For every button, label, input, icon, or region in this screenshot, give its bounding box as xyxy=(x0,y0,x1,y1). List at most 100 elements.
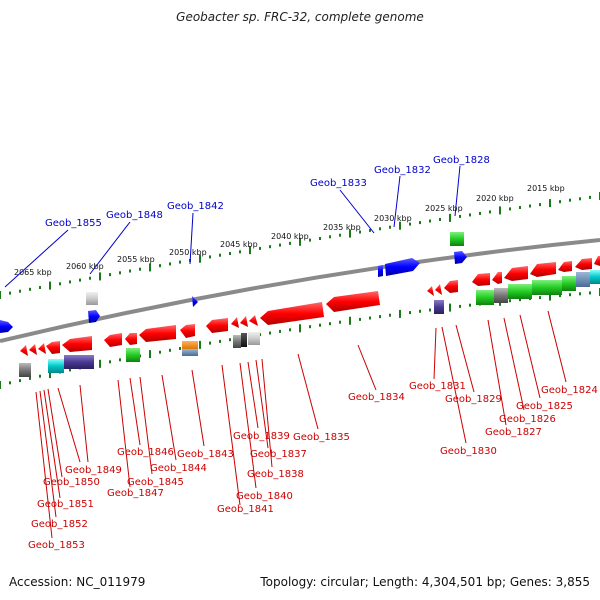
gene-label[interactable]: Geob_1831 xyxy=(409,381,466,392)
minor-tick xyxy=(279,243,281,247)
minor-tick xyxy=(529,204,531,208)
minor-tick xyxy=(519,206,521,209)
gene-arrow[interactable] xyxy=(125,333,137,345)
minor-tick xyxy=(229,338,231,342)
gene-label[interactable]: Geob_1852 xyxy=(31,519,88,530)
minor-tick xyxy=(479,211,481,215)
reverse-gene-labels: Geob_1853 Geob_1852 Geob_1851 Geob_1850 … xyxy=(28,381,598,551)
gene-arrow[interactable] xyxy=(260,302,324,325)
gene-arrow[interactable] xyxy=(62,336,92,352)
major-tick xyxy=(199,340,201,349)
minor-tick xyxy=(339,320,341,324)
gene-arrow[interactable] xyxy=(231,317,239,328)
gene-label[interactable]: Geob_1839 xyxy=(233,431,290,442)
gene-label[interactable]: Geob_1850 xyxy=(43,477,100,488)
gene-arrow[interactable] xyxy=(575,258,592,270)
gene-label[interactable]: Geob_1847 xyxy=(107,488,164,499)
gene-arrow[interactable] xyxy=(435,284,442,295)
gene-label[interactable]: Geob_1848 xyxy=(106,210,163,221)
gene-arrow[interactable] xyxy=(29,344,37,355)
scale-label: 2035 kbp xyxy=(323,223,361,232)
gene-label[interactable]: Geob_1828 xyxy=(433,155,490,166)
gene-arrow[interactable] xyxy=(0,320,13,333)
gene-arrow[interactable] xyxy=(378,265,383,277)
gene-arrow[interactable] xyxy=(326,291,380,312)
gene-label[interactable]: Geob_1846 xyxy=(117,447,174,458)
gene-arrow[interactable] xyxy=(20,345,28,356)
minor-tick xyxy=(579,292,581,296)
gene-label[interactable]: Geob_1844 xyxy=(150,463,207,474)
major-tick xyxy=(499,206,501,215)
gene-arrow[interactable] xyxy=(46,341,60,354)
gene-arrow[interactable] xyxy=(454,251,467,264)
gene-label[interactable]: Geob_1829 xyxy=(445,394,502,405)
gene-label[interactable]: Geob_1837 xyxy=(250,449,307,460)
minor-tick xyxy=(429,219,431,223)
major-tick xyxy=(299,324,301,333)
gene-arrow[interactable] xyxy=(594,256,600,266)
forward-leader-lines xyxy=(4,165,461,288)
gene-label[interactable]: Geob_1827 xyxy=(485,427,542,438)
gene-label[interactable]: Geob_1855 xyxy=(45,218,102,229)
gene-arrow[interactable] xyxy=(504,266,528,281)
minor-tick xyxy=(109,273,111,277)
gene-arrow[interactable] xyxy=(38,343,46,354)
gene-label[interactable]: Geob_1853 xyxy=(28,540,85,551)
gene-label[interactable]: Geob_1841 xyxy=(217,504,274,515)
gene-arrow[interactable] xyxy=(530,262,556,277)
gene-label[interactable]: Geob_1833 xyxy=(310,178,367,189)
gene-label[interactable]: Geob_1843 xyxy=(177,449,234,460)
gene-arrow[interactable] xyxy=(88,310,100,323)
gene-label[interactable]: Geob_1845 xyxy=(127,477,184,488)
gene-label[interactable]: Geob_1825 xyxy=(516,401,573,412)
gene-arrow[interactable] xyxy=(104,333,122,347)
forward-gene-labels: Geob_1855 Geob_1848 Geob_1842 Geob_1833 … xyxy=(45,155,490,229)
minor-tick xyxy=(469,213,471,217)
gene-label[interactable]: Geob_1830 xyxy=(440,446,497,457)
minor-tick xyxy=(379,315,381,319)
gene-label[interactable]: Geob_1851 xyxy=(37,499,94,510)
gene-label[interactable]: Geob_1824 xyxy=(541,385,598,396)
major-tick xyxy=(399,221,401,230)
gene-label[interactable]: Geob_1832 xyxy=(374,165,431,176)
minor-tick xyxy=(219,339,221,343)
gene-label[interactable]: Geob_1826 xyxy=(499,414,556,425)
minor-tick xyxy=(359,230,361,234)
feature-box xyxy=(508,284,532,299)
gene-label[interactable]: Geob_1842 xyxy=(167,201,224,212)
minor-tick xyxy=(569,198,571,202)
gene-arrow[interactable] xyxy=(427,286,434,296)
gene-label[interactable]: Geob_1838 xyxy=(247,469,304,480)
gene-arrow[interactable] xyxy=(249,315,258,326)
gene-label[interactable]: Geob_1834 xyxy=(348,392,405,403)
gene-arrow[interactable] xyxy=(240,316,248,327)
gene-arrow[interactable] xyxy=(492,272,502,284)
gene-label[interactable]: Geob_1835 xyxy=(293,432,350,443)
gene-arrow[interactable] xyxy=(444,280,458,293)
minor-tick xyxy=(159,264,161,268)
minor-tick xyxy=(369,228,371,232)
minor-tick xyxy=(219,253,221,257)
minor-tick xyxy=(89,276,91,280)
gene-arrow[interactable] xyxy=(385,258,420,276)
gene-label[interactable]: Geob_1849 xyxy=(65,465,122,476)
major-tick xyxy=(199,254,201,263)
minor-tick xyxy=(169,348,171,352)
gene-arrow[interactable] xyxy=(558,261,572,272)
minor-tick xyxy=(329,235,331,239)
gene-arrow[interactable] xyxy=(472,273,490,286)
major-tick xyxy=(549,292,551,301)
gene-arrow[interactable] xyxy=(192,296,198,307)
minor-tick xyxy=(229,252,231,255)
gene-arrow[interactable] xyxy=(139,325,176,342)
minor-tick xyxy=(259,246,261,250)
gene-arrow[interactable] xyxy=(206,318,228,333)
major-tick xyxy=(449,303,451,312)
gene-label[interactable]: Geob_1840 xyxy=(236,491,293,502)
reverse-leader-lines xyxy=(35,310,567,539)
forward-strand-genes xyxy=(0,251,467,333)
feature-box xyxy=(233,335,241,348)
minor-tick xyxy=(429,308,431,312)
minor-tick xyxy=(29,376,31,380)
gene-arrow[interactable] xyxy=(180,324,195,338)
